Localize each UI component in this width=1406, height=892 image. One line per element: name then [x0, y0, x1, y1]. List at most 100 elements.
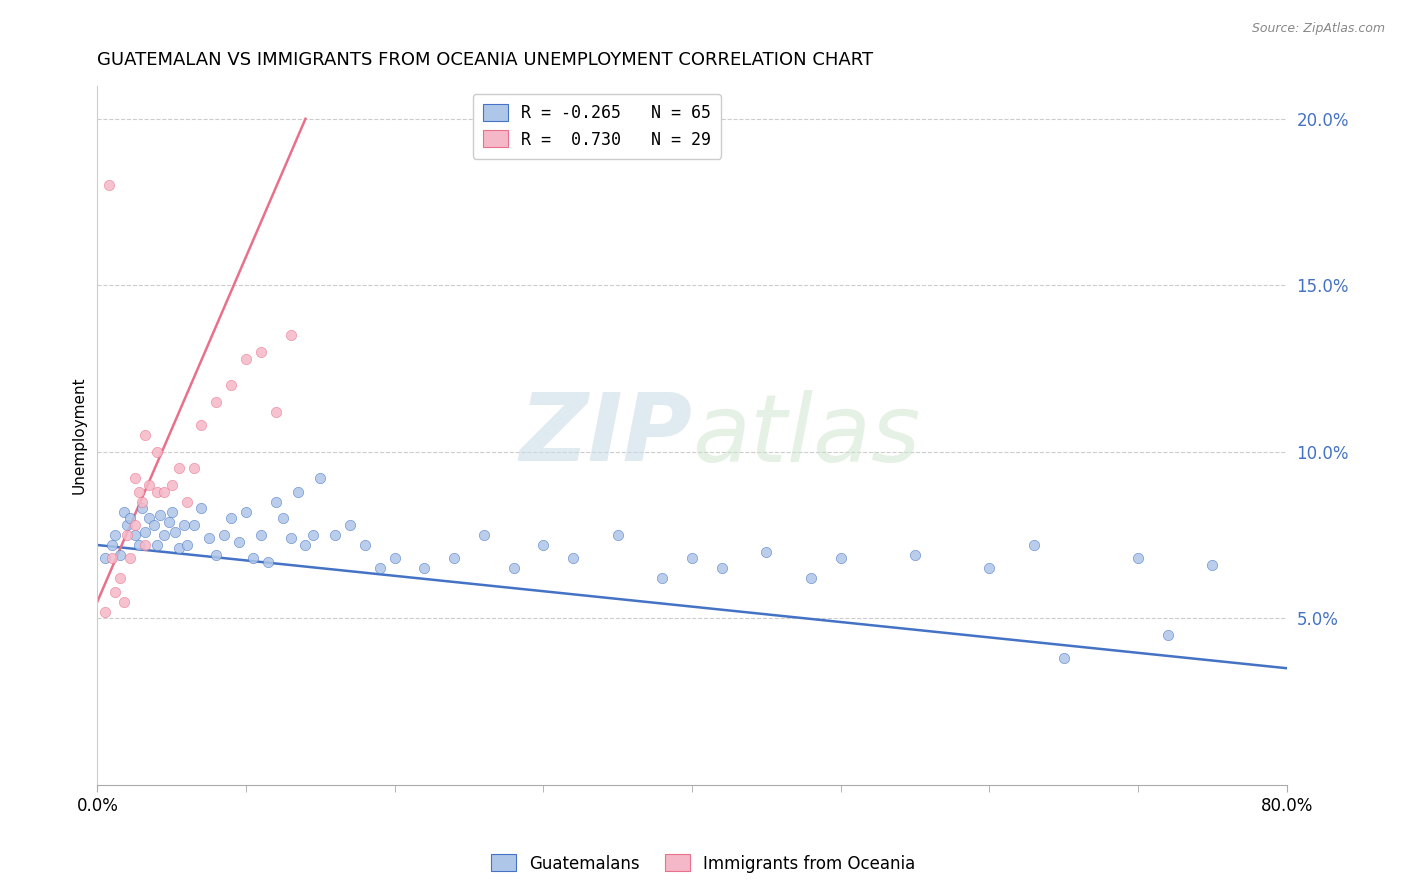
- Point: [219, 378, 242, 392]
- Point: [257, 555, 280, 569]
- Point: [219, 511, 242, 525]
- Point: [98, 178, 121, 193]
- Point: [167, 461, 190, 475]
- Point: [250, 344, 273, 359]
- Point: [146, 444, 169, 458]
- Point: [681, 551, 703, 566]
- Point: [124, 471, 146, 485]
- Point: [651, 571, 673, 585]
- Point: [153, 528, 176, 542]
- Point: [124, 518, 146, 533]
- Point: [755, 544, 778, 558]
- Point: [112, 505, 135, 519]
- Point: [131, 501, 153, 516]
- Point: [190, 501, 212, 516]
- Point: [176, 494, 198, 508]
- Point: [368, 561, 391, 575]
- Point: [904, 548, 927, 562]
- Point: [384, 551, 406, 566]
- Text: Source: ZipAtlas.com: Source: ZipAtlas.com: [1251, 22, 1385, 36]
- Point: [280, 328, 302, 343]
- Point: [190, 418, 212, 433]
- Point: [153, 484, 176, 499]
- Point: [183, 461, 205, 475]
- Point: [531, 538, 554, 552]
- Point: [830, 551, 852, 566]
- Point: [94, 551, 117, 566]
- Y-axis label: Unemployment: Unemployment: [72, 376, 86, 494]
- Point: [606, 528, 628, 542]
- Point: [1201, 558, 1223, 572]
- Point: [115, 518, 138, 533]
- Legend: Guatemalans, Immigrants from Oceania: Guatemalans, Immigrants from Oceania: [484, 847, 922, 880]
- Point: [228, 534, 250, 549]
- Legend: R = -0.265   N = 65, R =  0.730   N = 29: R = -0.265 N = 65, R = 0.730 N = 29: [472, 94, 721, 159]
- Point: [176, 538, 198, 552]
- Point: [323, 528, 346, 542]
- Point: [120, 511, 142, 525]
- Point: [1156, 628, 1178, 642]
- Point: [167, 541, 190, 556]
- Point: [163, 524, 186, 539]
- Point: [157, 515, 180, 529]
- Point: [1126, 551, 1149, 566]
- Point: [160, 478, 183, 492]
- Point: [562, 551, 585, 566]
- Point: [146, 484, 169, 499]
- Point: [264, 494, 287, 508]
- Point: [149, 508, 172, 522]
- Point: [104, 584, 127, 599]
- Text: GUATEMALAN VS IMMIGRANTS FROM OCEANIA UNEMPLOYMENT CORRELATION CHART: GUATEMALAN VS IMMIGRANTS FROM OCEANIA UN…: [97, 51, 873, 69]
- Point: [134, 524, 156, 539]
- Text: atlas: atlas: [692, 390, 920, 481]
- Point: [443, 551, 465, 566]
- Point: [94, 605, 117, 619]
- Point: [979, 561, 1001, 575]
- Point: [502, 561, 524, 575]
- Point: [112, 594, 135, 608]
- Point: [104, 528, 127, 542]
- Point: [309, 471, 332, 485]
- Point: [124, 528, 146, 542]
- Text: ZIP: ZIP: [519, 389, 692, 481]
- Point: [287, 484, 309, 499]
- Point: [128, 538, 150, 552]
- Point: [264, 405, 287, 419]
- Point: [339, 518, 361, 533]
- Point: [134, 538, 156, 552]
- Point: [1052, 651, 1074, 665]
- Point: [115, 528, 138, 542]
- Point: [354, 538, 377, 552]
- Point: [710, 561, 733, 575]
- Point: [101, 551, 124, 566]
- Point: [280, 532, 302, 546]
- Point: [198, 532, 221, 546]
- Point: [108, 548, 131, 562]
- Point: [138, 511, 160, 525]
- Point: [800, 571, 823, 585]
- Point: [173, 518, 195, 533]
- Point: [413, 561, 436, 575]
- Point: [101, 538, 124, 552]
- Point: [131, 494, 153, 508]
- Point: [302, 528, 325, 542]
- Point: [138, 478, 160, 492]
- Point: [146, 538, 169, 552]
- Point: [294, 538, 316, 552]
- Point: [120, 551, 142, 566]
- Point: [160, 505, 183, 519]
- Point: [235, 351, 257, 366]
- Point: [235, 505, 257, 519]
- Point: [142, 518, 165, 533]
- Point: [128, 484, 150, 499]
- Point: [1022, 538, 1045, 552]
- Point: [205, 548, 228, 562]
- Point: [134, 428, 156, 442]
- Point: [205, 394, 228, 409]
- Point: [271, 511, 294, 525]
- Point: [183, 518, 205, 533]
- Point: [472, 528, 495, 542]
- Point: [242, 551, 264, 566]
- Point: [250, 528, 273, 542]
- Point: [108, 571, 131, 585]
